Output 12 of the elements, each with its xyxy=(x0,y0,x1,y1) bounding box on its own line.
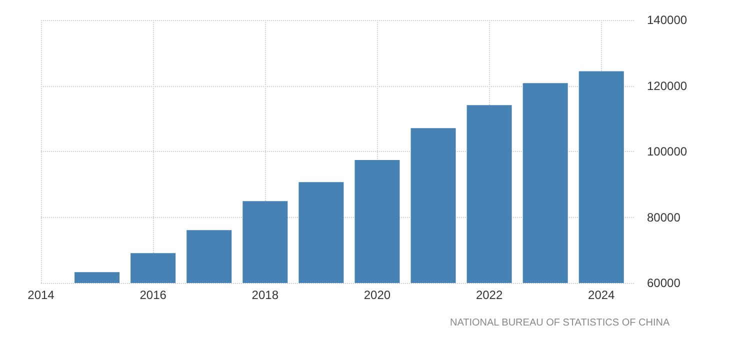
x-tick-label: 2022 xyxy=(476,288,503,302)
x-tick-label: 2016 xyxy=(140,288,167,302)
y-tick-label: 80000 xyxy=(647,210,681,224)
y-tick-label: 120000 xyxy=(647,78,688,93)
text: NATIONAL BUREAU OF STATISTICS OF CHINA xyxy=(450,318,670,328)
x-tick-label: 2024 xyxy=(588,288,616,302)
x-tick-label: 2014 xyxy=(28,288,55,302)
x-tick-label: 2018 xyxy=(252,288,279,302)
y-tick-label: 100000 xyxy=(647,144,688,158)
y-tick-label: 140000 xyxy=(647,13,688,27)
y-tick-label: 60000 xyxy=(647,276,681,290)
x-tick-label: 2020 xyxy=(364,288,391,302)
